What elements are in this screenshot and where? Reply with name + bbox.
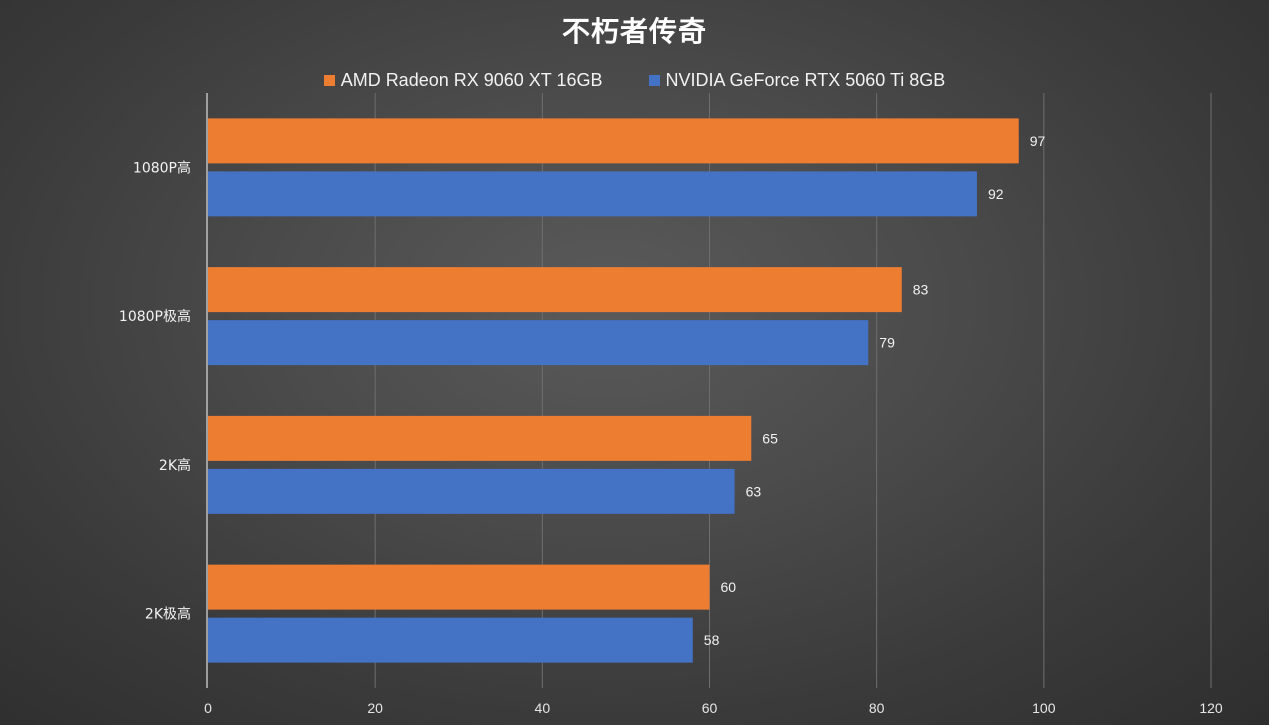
data-label-2-0: 65 — [762, 430, 778, 446]
data-label-3-1: 58 — [704, 632, 720, 648]
legend-label-nvidia: NVIDIA GeForce RTX 5060 Ti 8GB — [665, 70, 946, 90]
data-label-1-0: 83 — [913, 282, 929, 298]
legend: AMD Radeon RX 9060 XT 16GB NVIDIA GeForc… — [0, 70, 1269, 91]
x-tick-label-0: 0 — [204, 700, 212, 716]
legend-item-amd: AMD Radeon RX 9060 XT 16GB — [323, 70, 603, 91]
data-label-3-0: 60 — [721, 579, 737, 595]
x-tick-label-120: 120 — [1199, 700, 1223, 716]
x-tick-label-60: 60 — [702, 700, 718, 716]
bar-0-1 — [208, 171, 977, 217]
category-label-3: 2K极高 — [145, 606, 191, 623]
legend-swatch-amd — [323, 75, 335, 86]
category-label-1: 1080P极高 — [119, 308, 191, 325]
legend-label-amd: AMD Radeon RX 9060 XT 16GB — [340, 70, 603, 90]
bar-1-0 — [208, 267, 902, 313]
bar-2-1 — [208, 468, 735, 514]
x-tick-label-20: 20 — [367, 700, 383, 716]
chart-title: 不朽者传奇 — [561, 15, 707, 48]
category-label-2: 2K高 — [159, 457, 191, 474]
bar-2-0 — [208, 415, 752, 461]
data-label-2-1: 63 — [746, 483, 762, 499]
data-label-1-1: 79 — [879, 335, 895, 351]
x-tick-label-80: 80 — [869, 700, 885, 716]
data-label-0-0: 97 — [1030, 133, 1046, 149]
legend-swatch-nvidia — [648, 75, 660, 86]
bar-3-0 — [208, 564, 710, 610]
bar-1-1 — [208, 320, 869, 366]
x-tick-label-100: 100 — [1032, 700, 1056, 716]
bar-0-0 — [208, 118, 1019, 164]
bar-3-1 — [208, 617, 693, 663]
data-label-0-1: 92 — [988, 186, 1004, 202]
x-tick-label-40: 40 — [535, 700, 551, 716]
category-label-0: 1080P高 — [133, 159, 191, 176]
legend-item-nvidia: NVIDIA GeForce RTX 5060 Ti 8GB — [648, 70, 946, 91]
